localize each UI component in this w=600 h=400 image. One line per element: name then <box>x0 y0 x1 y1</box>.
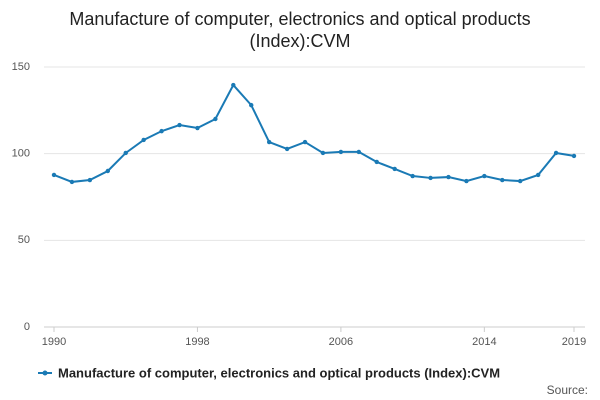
data-point <box>302 139 308 145</box>
data-point <box>320 150 326 156</box>
data-point <box>338 149 344 155</box>
data-point <box>266 139 272 145</box>
y-tick-label: 0 <box>24 321 30 333</box>
y-tick-label: 50 <box>18 234 30 246</box>
chart-title: Manufacture of computer, electronics and… <box>69 9 531 51</box>
data-point <box>141 137 146 143</box>
data-point <box>571 153 577 159</box>
y-tick-label: 150 <box>12 61 30 73</box>
data-point <box>177 122 182 128</box>
data-point <box>105 168 110 174</box>
x-tick-label: 2014 <box>472 336 496 348</box>
data-point <box>518 178 523 184</box>
legend-marker <box>42 370 48 376</box>
data-point <box>123 150 128 156</box>
data-point <box>482 173 487 179</box>
data-point <box>446 174 451 180</box>
data-point <box>87 177 93 183</box>
data-point <box>249 102 254 108</box>
data-point <box>159 128 164 134</box>
x-tick-label: 1990 <box>42 336 66 348</box>
data-point <box>374 159 379 165</box>
series-line <box>53 83 575 183</box>
data-point <box>535 172 541 178</box>
data-point <box>356 149 362 155</box>
data-point <box>284 146 290 152</box>
y-tick-label: 100 <box>12 148 30 160</box>
data-point <box>464 178 469 184</box>
data-point <box>213 116 218 122</box>
x-tick-label: 2006 <box>329 336 353 348</box>
data-point <box>553 150 559 156</box>
data-point <box>500 177 505 183</box>
legend-label: Manufacture of computer, electronics and… <box>58 365 500 380</box>
data-point <box>51 172 57 178</box>
x-tick-label: 2019 <box>562 336 586 348</box>
data-point <box>410 173 415 179</box>
data-point <box>428 175 433 181</box>
data-point <box>231 82 236 88</box>
x-tick-label: 1998 <box>185 336 209 348</box>
data-point <box>69 179 75 185</box>
data-point <box>195 125 200 131</box>
data-point <box>392 166 397 172</box>
source: Source: <box>547 383 588 397</box>
